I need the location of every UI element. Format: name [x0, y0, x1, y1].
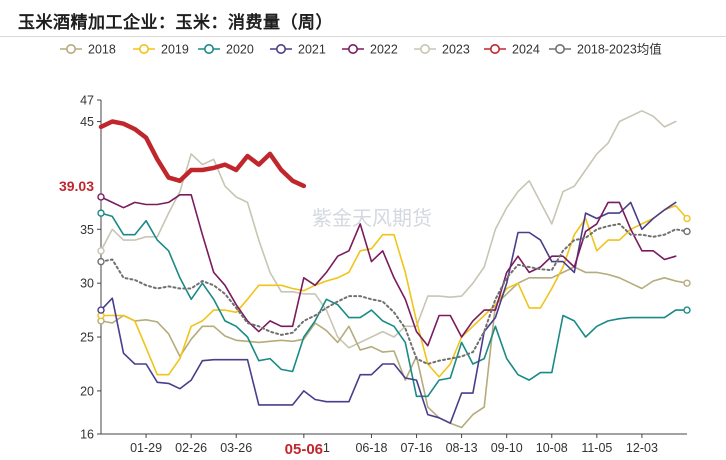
- legend-marker: [139, 43, 150, 54]
- legend-marker: [204, 43, 215, 54]
- chart-title: 玉米酒精加工企业：玉米：消费量（周）: [18, 13, 333, 33]
- legend-marker: [275, 43, 286, 54]
- series-point: [683, 227, 691, 236]
- highlight-value-label: 39.03: [59, 178, 94, 194]
- x-tick-label: 06-18: [355, 441, 387, 455]
- x-tick-label: 02-26: [175, 441, 207, 455]
- x-tick-label: 08-13: [446, 441, 478, 455]
- series-point: [97, 257, 105, 266]
- series-2018: [97, 266, 691, 429]
- series-point: [97, 306, 105, 314]
- legend-marker: [419, 43, 430, 54]
- series-line: [100, 201, 677, 424]
- legend-marker: [489, 43, 500, 54]
- x-tick-label: 09-10: [491, 441, 523, 455]
- series-point: [683, 306, 691, 314]
- series-2018-2023均值: [97, 222, 691, 365]
- series-point: [97, 193, 105, 201]
- series-point: [683, 279, 691, 287]
- series-2020: [97, 209, 691, 398]
- series-point: [97, 209, 105, 217]
- highlight-date-label: 05-06: [285, 441, 323, 458]
- legend-label: 2023: [442, 43, 470, 57]
- legend-label: 2019: [161, 43, 189, 57]
- series-line: [98, 119, 307, 189]
- y-tick-label: 16: [80, 428, 94, 442]
- y-tick-label: 35: [80, 223, 94, 237]
- series-point: [97, 247, 105, 255]
- legend-label: 2018-2023均值: [577, 42, 662, 57]
- legend: 2018 2019 2020 2021 2022 2023 2024 2018-2023均值: [60, 42, 662, 57]
- legend-marker: [554, 43, 565, 54]
- y-tick-label: 30: [80, 277, 94, 291]
- series-line: [100, 194, 677, 347]
- series-layer: [97, 110, 691, 429]
- series-2024: [98, 119, 307, 189]
- series-point: [683, 214, 691, 223]
- y-tick-label: 20: [80, 384, 94, 398]
- x-tick-label: 07-16: [401, 441, 433, 455]
- series-line: [100, 212, 688, 398]
- x-tick-label: 03-26: [220, 441, 252, 455]
- series-2023: [97, 110, 677, 349]
- legend-label: 2022: [370, 43, 398, 57]
- legend-label: 2024: [512, 43, 540, 57]
- x-tick-label: 12-03: [626, 441, 658, 455]
- watermark: 紫金天风期货: [312, 206, 432, 230]
- x-tick-label: 1: [323, 441, 330, 455]
- legend-marker: [66, 43, 77, 54]
- x-tick-label: 11-05: [581, 441, 612, 455]
- axes: 16 20 25 30 35 45 47 01-29 02-26 03-26 06-18 07-16 0…: [80, 94, 687, 455]
- series-2022: [97, 193, 677, 347]
- legend-label: 2020: [226, 43, 254, 57]
- series-line: [100, 110, 677, 349]
- legend-label: 2018: [88, 43, 116, 57]
- y-tick-label: 45: [80, 115, 94, 129]
- y-tick-label: 25: [80, 331, 94, 345]
- x-tick-label: 10-08: [536, 441, 568, 455]
- series-line: [100, 266, 688, 429]
- series-line: [100, 222, 688, 365]
- legend-marker: [347, 43, 358, 54]
- highlight-layer: 05-06 39.03: [59, 178, 323, 458]
- series-2021: [97, 201, 677, 424]
- legend-label: 2021: [298, 43, 326, 57]
- x-tick-label: 01-29: [130, 441, 162, 455]
- y-tick-label: 47: [80, 94, 94, 108]
- title-divider: [0, 36, 726, 37]
